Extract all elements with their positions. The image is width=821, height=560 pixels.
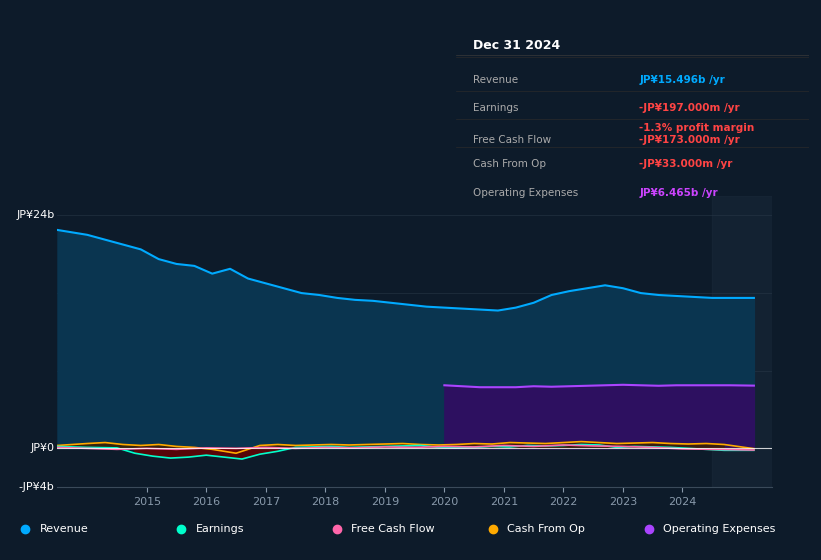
Text: Free Cash Flow: Free Cash Flow xyxy=(474,136,552,145)
Text: Cash From Op: Cash From Op xyxy=(507,524,585,534)
Bar xyxy=(712,196,772,487)
Text: Earnings: Earnings xyxy=(474,103,519,113)
Text: -1.3% profit margin: -1.3% profit margin xyxy=(640,123,754,133)
Text: -JP¥173.000m /yr: -JP¥173.000m /yr xyxy=(640,136,740,145)
Text: JP¥15.496b /yr: JP¥15.496b /yr xyxy=(640,75,725,85)
Text: Dec 31 2024: Dec 31 2024 xyxy=(474,39,561,52)
Text: Operating Expenses: Operating Expenses xyxy=(663,524,776,534)
Text: JP¥24b: JP¥24b xyxy=(16,211,54,221)
Text: Cash From Op: Cash From Op xyxy=(474,160,546,170)
Text: -JP¥4b: -JP¥4b xyxy=(19,482,54,492)
Text: JP¥6.465b /yr: JP¥6.465b /yr xyxy=(640,188,718,198)
Text: JP¥0: JP¥0 xyxy=(30,444,54,454)
Text: Free Cash Flow: Free Cash Flow xyxy=(351,524,435,534)
Text: Operating Expenses: Operating Expenses xyxy=(474,188,579,198)
Text: -JP¥197.000m /yr: -JP¥197.000m /yr xyxy=(640,103,740,113)
Text: Earnings: Earnings xyxy=(195,524,244,534)
Text: Revenue: Revenue xyxy=(39,524,88,534)
Text: -JP¥33.000m /yr: -JP¥33.000m /yr xyxy=(640,160,732,170)
Text: Revenue: Revenue xyxy=(474,75,518,85)
